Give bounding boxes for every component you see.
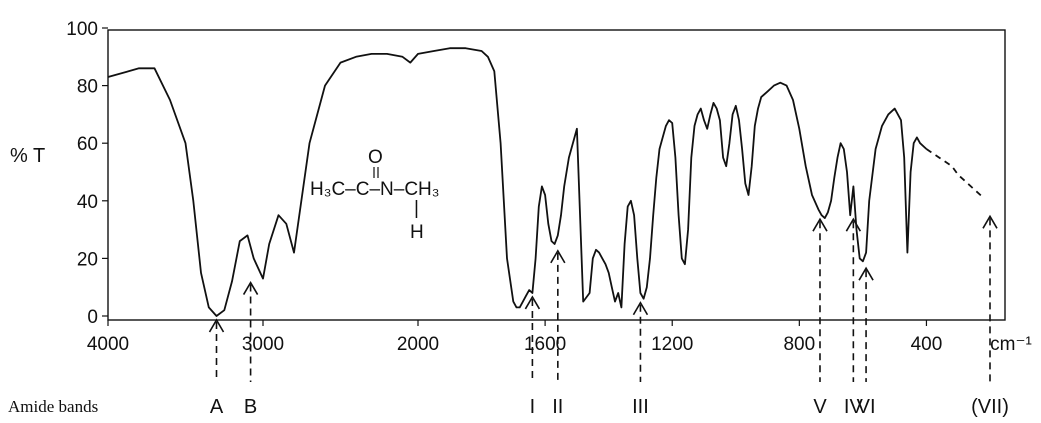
band-arrow-head — [524, 295, 541, 310]
y-tick-label: 100 — [66, 19, 98, 40]
formula-main-chain: H₃C–C–N–CH₃ — [310, 179, 440, 200]
formula-nh-hydrogen: H — [410, 222, 424, 243]
x-tick-label: cm⁻¹ — [990, 334, 1032, 355]
formula-carbonyl-oxygen: O — [368, 147, 383, 168]
band-arrow-head — [858, 266, 874, 281]
band-label: V — [813, 396, 827, 418]
spectrum-line — [107, 47, 928, 317]
plot-frame — [107, 29, 1006, 321]
amide-bands-label: Amide bands — [8, 397, 98, 416]
formula-nh-bond: | — [414, 198, 419, 219]
band-label: B — [244, 396, 257, 418]
x-tick-label: 400 — [911, 334, 943, 355]
band-arrow-head — [208, 318, 225, 333]
band-arrow-head — [845, 217, 862, 232]
chemical-structure: O H₃C–C–N–CH₃ | H — [310, 147, 440, 243]
y-tick-label: 60 — [77, 134, 98, 155]
y-tick-label: 20 — [77, 249, 98, 270]
band-label: III — [632, 396, 649, 418]
band-arrow-head — [550, 249, 566, 264]
y-tick-label: 80 — [77, 77, 98, 98]
x-tick-label: 1600 — [524, 334, 566, 355]
axis-ticks: 100 80 60 40 20 0 4000 3000 2000 1600 1200 800 400 cm… — [66, 19, 1032, 355]
x-tick-label: 3000 — [242, 334, 284, 355]
y-tick-label: 0 — [87, 307, 98, 328]
band-arrow-head — [812, 217, 828, 232]
band-label: II — [552, 396, 563, 418]
band-label: VI — [857, 396, 876, 418]
y-tick-label: 40 — [77, 192, 98, 213]
x-tick-label: 2000 — [397, 334, 439, 355]
band-arrow-head — [242, 280, 259, 295]
x-tick-label: 800 — [783, 334, 815, 355]
band-label: (VII) — [971, 396, 1009, 418]
band-arrow-head — [632, 301, 649, 316]
band-arrow-head — [982, 214, 998, 229]
y-axis-label: % T — [10, 145, 45, 167]
spectrum-curves — [107, 47, 985, 317]
plot-axes — [107, 29, 1006, 321]
band-label: A — [210, 396, 224, 418]
x-tick-label: 1200 — [651, 334, 693, 355]
x-tick-label: 4000 — [87, 334, 129, 355]
band-label: IV — [844, 396, 864, 418]
spectrum-line-extrapolated — [925, 148, 985, 199]
band-label: I — [530, 396, 536, 418]
